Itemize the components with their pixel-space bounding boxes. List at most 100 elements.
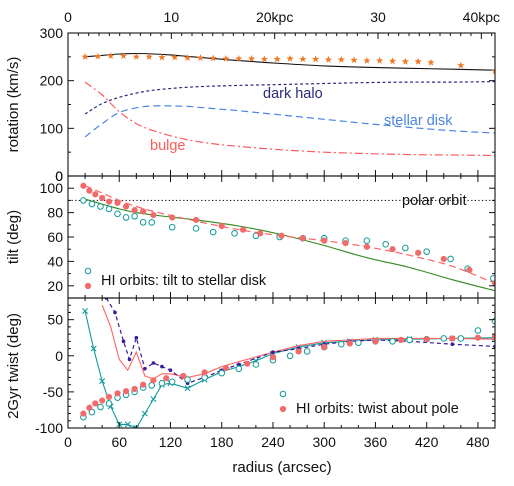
panel-2-tilt-filled-point bbox=[105, 198, 113, 205]
panel-3-teal-cross-point bbox=[184, 385, 191, 392]
panel-3-twist-filled-point bbox=[131, 385, 138, 393]
panel-2-tilt-open-point bbox=[131, 212, 138, 220]
x-tick-label: 180 bbox=[210, 434, 234, 450]
y-tick-label: 0 bbox=[55, 168, 63, 184]
rotation-axis-title: rotation (km/s) bbox=[5, 57, 22, 153]
panel-2-tilt-filled-point bbox=[150, 211, 157, 219]
panel-2-tilt-filled-point bbox=[131, 207, 138, 214]
panel-1-stellar-disk-curve bbox=[84, 105, 495, 138]
panel-3-teal-cross-point bbox=[99, 378, 106, 385]
panel-3-purple-dash-point bbox=[143, 366, 147, 371]
plot-marks-layer bbox=[68, 52, 495, 428]
panel-1-observed-point bbox=[260, 55, 268, 63]
panel-3-twist-open-point bbox=[105, 400, 113, 407]
panel-3-twist-filled-point bbox=[423, 336, 430, 343]
panel-2-tilt-open-point bbox=[139, 219, 147, 226]
stellar-disk-label: stellar disk bbox=[384, 113, 453, 129]
panel-3-twist-filled-point bbox=[180, 372, 187, 380]
panel-2-tilt-filled-point bbox=[342, 240, 349, 247]
y-tick-label: 20 bbox=[47, 278, 63, 294]
panel-2-tilt-filled-point bbox=[389, 246, 396, 253]
panel-2-tilt-filled-point bbox=[491, 280, 495, 287]
panel-3-twist-open-point bbox=[303, 348, 311, 355]
panel-3-twist-filled-point bbox=[163, 375, 170, 382]
panel-3-twist-open-point bbox=[474, 327, 482, 334]
panel-1-observed-point bbox=[491, 67, 495, 75]
panel-3-teal-cross-point bbox=[82, 308, 89, 314]
panel-2-tilt-filled-point bbox=[440, 255, 447, 263]
panel-3-twist-open-point bbox=[158, 379, 166, 387]
panel-3-twist-open-point bbox=[457, 335, 465, 342]
panel-1-observed-point bbox=[299, 55, 307, 63]
panel-2-tilt-open-point bbox=[192, 225, 200, 232]
panel-3-twist-filled-point bbox=[491, 333, 495, 341]
panel-2-tilt-filled-point bbox=[80, 182, 87, 189]
panel-2-tilt-filled-point bbox=[122, 203, 130, 210]
panel-3-twist-filled-point bbox=[201, 369, 208, 376]
panel-3-twist-open-point bbox=[337, 340, 345, 348]
y-tick-label: 60 bbox=[47, 229, 63, 245]
panel-3-purple-dash-line bbox=[105, 298, 495, 384]
panel-1-observed-point bbox=[457, 61, 465, 69]
panel-3-twist-filled-point bbox=[86, 404, 93, 411]
panel-2-tilt-open-point bbox=[231, 230, 238, 237]
panel-2-tilt-filled-point bbox=[321, 237, 328, 244]
panel-3-twist-filled-point bbox=[114, 390, 121, 397]
panel-1-observed-point bbox=[248, 54, 256, 62]
panel-3-teal-cross-point bbox=[150, 396, 157, 403]
panel-3-twist-filled-point bbox=[269, 354, 277, 361]
panel-3-teal-cross-point bbox=[141, 410, 148, 417]
panel-2-tilt-open-point bbox=[105, 205, 113, 213]
panel-1-observed-point bbox=[414, 57, 422, 65]
panel-3-twist-filled-point bbox=[295, 348, 302, 355]
panel-3-purple-dash-point bbox=[127, 357, 132, 362]
panel-3-purple-dash-point bbox=[237, 362, 241, 367]
y-tick-label: 0 bbox=[55, 348, 63, 364]
tilt-legend-filled-circle bbox=[84, 282, 92, 290]
panel-2-tilt-filled-point bbox=[92, 191, 99, 198]
radius-axis-title: radius (arcsec) bbox=[232, 459, 331, 476]
x-tick-label: 420 bbox=[415, 434, 439, 450]
panel-3-purple-dash-point bbox=[450, 342, 455, 347]
panel-3-teal-cross-point bbox=[124, 421, 131, 428]
panel-3-twist-open-point bbox=[218, 369, 226, 377]
panel-1-observed-point bbox=[312, 55, 320, 63]
panel-1-dark-halo-curve bbox=[84, 81, 495, 115]
twist-axis-title: 2Gyr twist (deg) bbox=[5, 313, 22, 419]
panel-1-observed-point bbox=[107, 52, 115, 59]
tilt-legend-open-circle bbox=[84, 267, 92, 275]
panel-2-tilt-open-point bbox=[423, 248, 430, 255]
panel-1-observed-point bbox=[376, 56, 384, 64]
y-tick-label: 100 bbox=[40, 180, 64, 196]
y-tick-label: -50 bbox=[43, 384, 63, 400]
panel-3-twist-filled-point bbox=[321, 344, 328, 351]
panel-1-observed-point bbox=[427, 58, 435, 66]
x-tick-label: 60 bbox=[111, 434, 127, 450]
panel-3-twist-open-point bbox=[286, 352, 294, 360]
panel-1-observed-point bbox=[388, 57, 397, 65]
x-tick-label: 300 bbox=[313, 434, 337, 450]
y-tick-label: 0 bbox=[55, 168, 63, 184]
panel-2-tilt-open-point bbox=[88, 200, 96, 208]
panel-2-tilt-open-point bbox=[168, 223, 176, 231]
panel-1-observed-point bbox=[183, 54, 192, 61]
panel-3-twist-open-point bbox=[355, 339, 362, 347]
tilt-legend-label: HI orbits: tilt to stellar disk bbox=[101, 273, 267, 289]
panel-3-twist-filled-point bbox=[92, 400, 99, 407]
kpc-tick-label: 30 bbox=[370, 9, 386, 25]
panel-1-observed-point bbox=[273, 55, 281, 63]
panel-2-tilt-filled-point bbox=[278, 232, 285, 239]
panel-1-observed-point bbox=[324, 55, 333, 63]
panel-2-tilt-open-point bbox=[402, 244, 409, 252]
y-tick-label: 100 bbox=[40, 120, 64, 136]
panel-1-observed-point bbox=[132, 53, 140, 60]
panel-1-observed-point bbox=[222, 54, 230, 62]
panel-3-twist-filled-point bbox=[122, 388, 130, 395]
panel-3-purple-dash-point bbox=[160, 364, 164, 369]
panel-2-tilt-filled-point bbox=[257, 230, 264, 237]
panel-3-purple-dash-point bbox=[121, 339, 126, 344]
panel-1-observed-point bbox=[401, 57, 409, 65]
panel-3-twist-filled-point bbox=[372, 338, 379, 345]
panel-3-purple-dash-point bbox=[271, 350, 275, 354]
